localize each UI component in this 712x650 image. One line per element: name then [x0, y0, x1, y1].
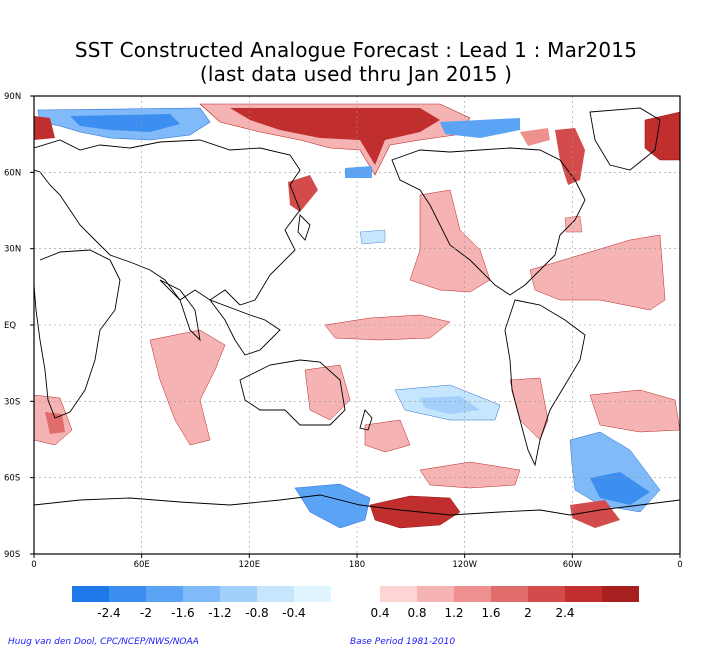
coast-north-america [391, 147, 586, 296]
lat-label: 30N [4, 245, 21, 255]
lat-label: 60S [4, 474, 20, 484]
colorbar: -2.4 -2 -1.6 -1.2 -0.8 -0.4 0.4 0.8 1.2 1.6 2 2.4 [72, 586, 639, 620]
anomaly-warm-arctic-canada [520, 128, 550, 146]
lon-label: 180 [349, 560, 365, 570]
colorbar-swatch-positive [528, 586, 565, 602]
credit-base-period: Base Period 1981-2010 [350, 637, 456, 647]
coast-eurasia [34, 139, 301, 306]
colorbar-swatch-positive [565, 586, 602, 602]
coast-africa [34, 249, 121, 419]
colorbar-swatch-negative [257, 586, 294, 602]
anomaly-warm-bering-core [230, 108, 440, 165]
colorbar-swatch-positive [454, 586, 491, 602]
colorbar-swatch-negative [72, 586, 109, 602]
title-line-1: SST Constructed Analogue Forecast : Lead… [74, 38, 638, 62]
anomaly-warm-s-atlantic [589, 389, 680, 433]
colorbar-label-positive: 0.4 [370, 606, 389, 620]
colorbar-label-positive: 2 [524, 606, 532, 620]
colorbar-label-positive: 1.6 [481, 606, 500, 620]
credit-author: Huug van den Dool, CPC/NCEP/NWS/NOAA [8, 637, 199, 647]
lon-label: 120W [452, 560, 477, 570]
latitude-labels: 90N 60N 30N EQ 30S 60S 90S [4, 92, 34, 560]
colorbar-swatch-positive [380, 586, 417, 602]
anomaly-warm-n-atlantic [529, 234, 666, 311]
colorbar-swatch-negative [109, 586, 146, 602]
colorbar-label-negative: -2.4 [97, 606, 120, 620]
anomaly-cold-barents-core [70, 114, 180, 132]
title-line-2: (last data used thru Jan 2015 ) [199, 62, 513, 86]
anomaly-warm-north-atlantic [644, 111, 680, 161]
anomaly-cold-antarctic-150e [294, 483, 371, 529]
lat-label: 60N [4, 168, 21, 178]
grid-lines [34, 96, 680, 554]
colorbar-swatch-negative [294, 586, 331, 602]
anomaly-warm-hudson [555, 128, 585, 185]
anomaly-warm-left-edge [34, 116, 55, 140]
anomaly-shading [34, 103, 680, 529]
coast-new-zealand [359, 409, 373, 431]
anomaly-warm-ne-pacific [409, 189, 491, 293]
anomaly-warm-sw-africa-core [45, 412, 65, 434]
anomaly-warm-ross [369, 495, 461, 529]
lat-label: 30S [4, 397, 20, 407]
colorbar-label-negative: -2 [140, 606, 152, 620]
colorbar-swatch-positive [491, 586, 528, 602]
colorbar-swatch-negative [183, 586, 220, 602]
colorbar-label-negative: -0.4 [282, 606, 305, 620]
colorbar-label-positive: 0.8 [407, 606, 426, 620]
colorbar-label-negative: -0.8 [245, 606, 268, 620]
colorbar-label-negative: -1.6 [171, 606, 194, 620]
anomaly-cold-e-pacific-spot [359, 229, 386, 245]
anomaly-cold-hudson-spot [345, 166, 372, 178]
anomaly-warm-s-pacific [364, 419, 411, 453]
anomaly-warm-atlantic-spot [564, 215, 583, 233]
anomaly-cold-s-pacific-core [420, 396, 480, 414]
longitude-labels: 0 60E 120E 180 120W 60W 0 [31, 554, 683, 570]
coast-japan [297, 214, 311, 241]
lon-label: 0 [677, 560, 682, 570]
colorbar-swatch-positive [417, 586, 454, 602]
colorbar-label-positive: 1.2 [444, 606, 463, 620]
colorbar-swatch-negative [220, 586, 257, 602]
anomaly-warm-indian [149, 329, 226, 446]
colorbar-label-positive: 2.4 [555, 606, 574, 620]
coast-india [159, 279, 201, 342]
coast-south-america [504, 299, 586, 467]
anomaly-warm-eq-pacific [324, 314, 451, 341]
anomaly-cold-drake-core [590, 472, 650, 505]
coast-greenland [589, 107, 661, 171]
lat-label: 90S [4, 550, 20, 560]
coast-australia [239, 359, 346, 426]
lat-label: EQ [4, 321, 16, 331]
anomaly-warm-sa-west [509, 377, 549, 441]
colorbar-swatch-positive [602, 586, 639, 602]
lon-label: 120E [239, 560, 261, 570]
anomaly-cold-arctic-canada [440, 118, 520, 138]
anomaly-warm-southern-ocean [419, 461, 521, 489]
lon-label: 60E [134, 560, 150, 570]
coastlines [34, 107, 680, 516]
anomaly-warm-weddell [570, 500, 620, 528]
lon-label: 60W [563, 560, 583, 570]
anomaly-warm-okhotsk [288, 175, 318, 212]
colorbar-label-negative: -1.2 [208, 606, 231, 620]
lat-label: 90N [4, 92, 21, 102]
coast-antarctica [34, 494, 680, 516]
coast-se-asia [208, 299, 281, 356]
lon-label: 0 [31, 560, 36, 570]
colorbar-swatch-negative [146, 586, 183, 602]
